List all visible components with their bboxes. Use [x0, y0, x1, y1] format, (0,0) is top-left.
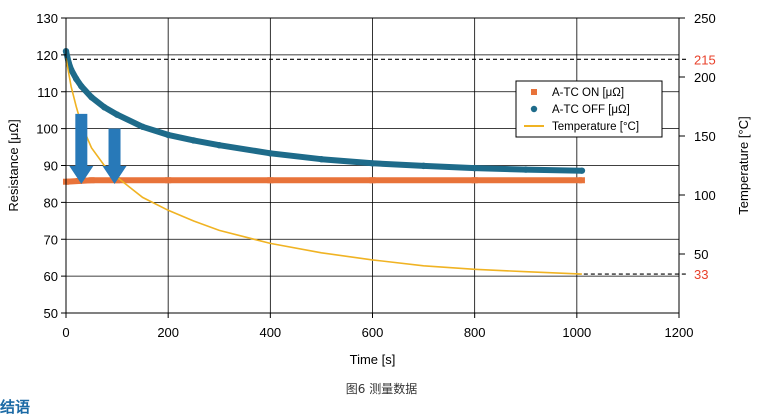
y-tick-label: 80 [44, 195, 58, 210]
chart: 215 33 0 200 400 600 800 1000 1200 50 60 70 80 90 100… [6, 11, 751, 367]
x-tick-label: 600 [362, 325, 384, 340]
y-tick-label: 120 [36, 48, 58, 63]
data-point [420, 162, 427, 170]
series-line-atc-off [63, 50, 582, 174]
legend: A-TC ON [μΩ] A-TC OFF [μΩ] Temperature [°C… [515, 80, 663, 138]
data-point [88, 94, 95, 101]
x-axis-label: Time [s] [350, 352, 396, 367]
data-point [369, 160, 376, 167]
data-point [216, 142, 223, 149]
y-tick-label: 100 [36, 122, 58, 137]
axes: 0 200 400 600 800 1000 1200 50 60 70 80 90 100 110 120… [36, 11, 715, 340]
section-heading: 结语 [0, 398, 31, 416]
data-point [165, 177, 172, 184]
data-point [139, 123, 146, 130]
legend-box [515, 80, 663, 138]
data-point [267, 150, 274, 157]
arrow-down-icon [69, 113, 94, 184]
legend-swatch [530, 105, 538, 113]
data-point [67, 66, 75, 73]
y-tick-label: 110 [37, 85, 58, 100]
data-point [471, 177, 478, 184]
reference-line-label: 215 [694, 52, 716, 67]
y2-tick-label: 100 [694, 188, 716, 203]
legend-label: A-TC OFF [μΩ] [552, 104, 630, 116]
data-point [190, 137, 197, 144]
reference-lines: 215 33 [66, 52, 716, 282]
y2-axis-label: Temperature [°C] [736, 116, 751, 214]
data-point [578, 167, 586, 174]
data-point [267, 177, 274, 184]
y-axis-label: Resistance [μΩ] [6, 119, 21, 211]
arrow-annotations [69, 113, 127, 184]
y2-tick-label: 150 [694, 129, 716, 144]
y2-tick-label: 50 [694, 247, 708, 262]
x-tick-label: 1000 [562, 325, 591, 340]
data-point [101, 104, 108, 111]
plot-area [62, 47, 586, 275]
x-tick-label: 400 [259, 325, 281, 340]
data-point [113, 111, 121, 118]
data-point [471, 164, 478, 172]
y-tick-label: 70 [44, 232, 58, 247]
data-point [88, 177, 95, 184]
series-line-atc-on [65, 177, 582, 185]
data-point [578, 177, 585, 184]
y2-tick-label: 200 [694, 70, 716, 85]
data-point [75, 177, 82, 184]
legend-swatch [531, 89, 537, 95]
data-point [522, 166, 529, 173]
y-tick-label: 90 [44, 159, 58, 174]
x-tick-label: 800 [464, 325, 486, 340]
arrow-down-icon [102, 128, 127, 184]
x-tick-label: 200 [157, 325, 179, 340]
legend-label: Temperature [°C] [552, 121, 639, 133]
x-tick-label: 0 [62, 325, 69, 340]
reference-line-label: 33 [694, 267, 708, 282]
y-tick-label: 60 [44, 269, 58, 284]
x-tick-label: 1200 [665, 325, 694, 340]
figure-caption: 图6 测量数据 [345, 382, 418, 396]
legend-label: A-TC ON [μΩ] [552, 87, 624, 99]
data-point [78, 83, 85, 90]
data-point [114, 177, 121, 184]
data-point [73, 75, 80, 83]
data-point [369, 177, 376, 184]
y2-tick-label: 250 [694, 11, 716, 26]
y-tick-label: 50 [44, 306, 58, 321]
data-point [164, 131, 172, 139]
y-tick-label: 130 [36, 11, 58, 26]
data-point [318, 156, 325, 163]
